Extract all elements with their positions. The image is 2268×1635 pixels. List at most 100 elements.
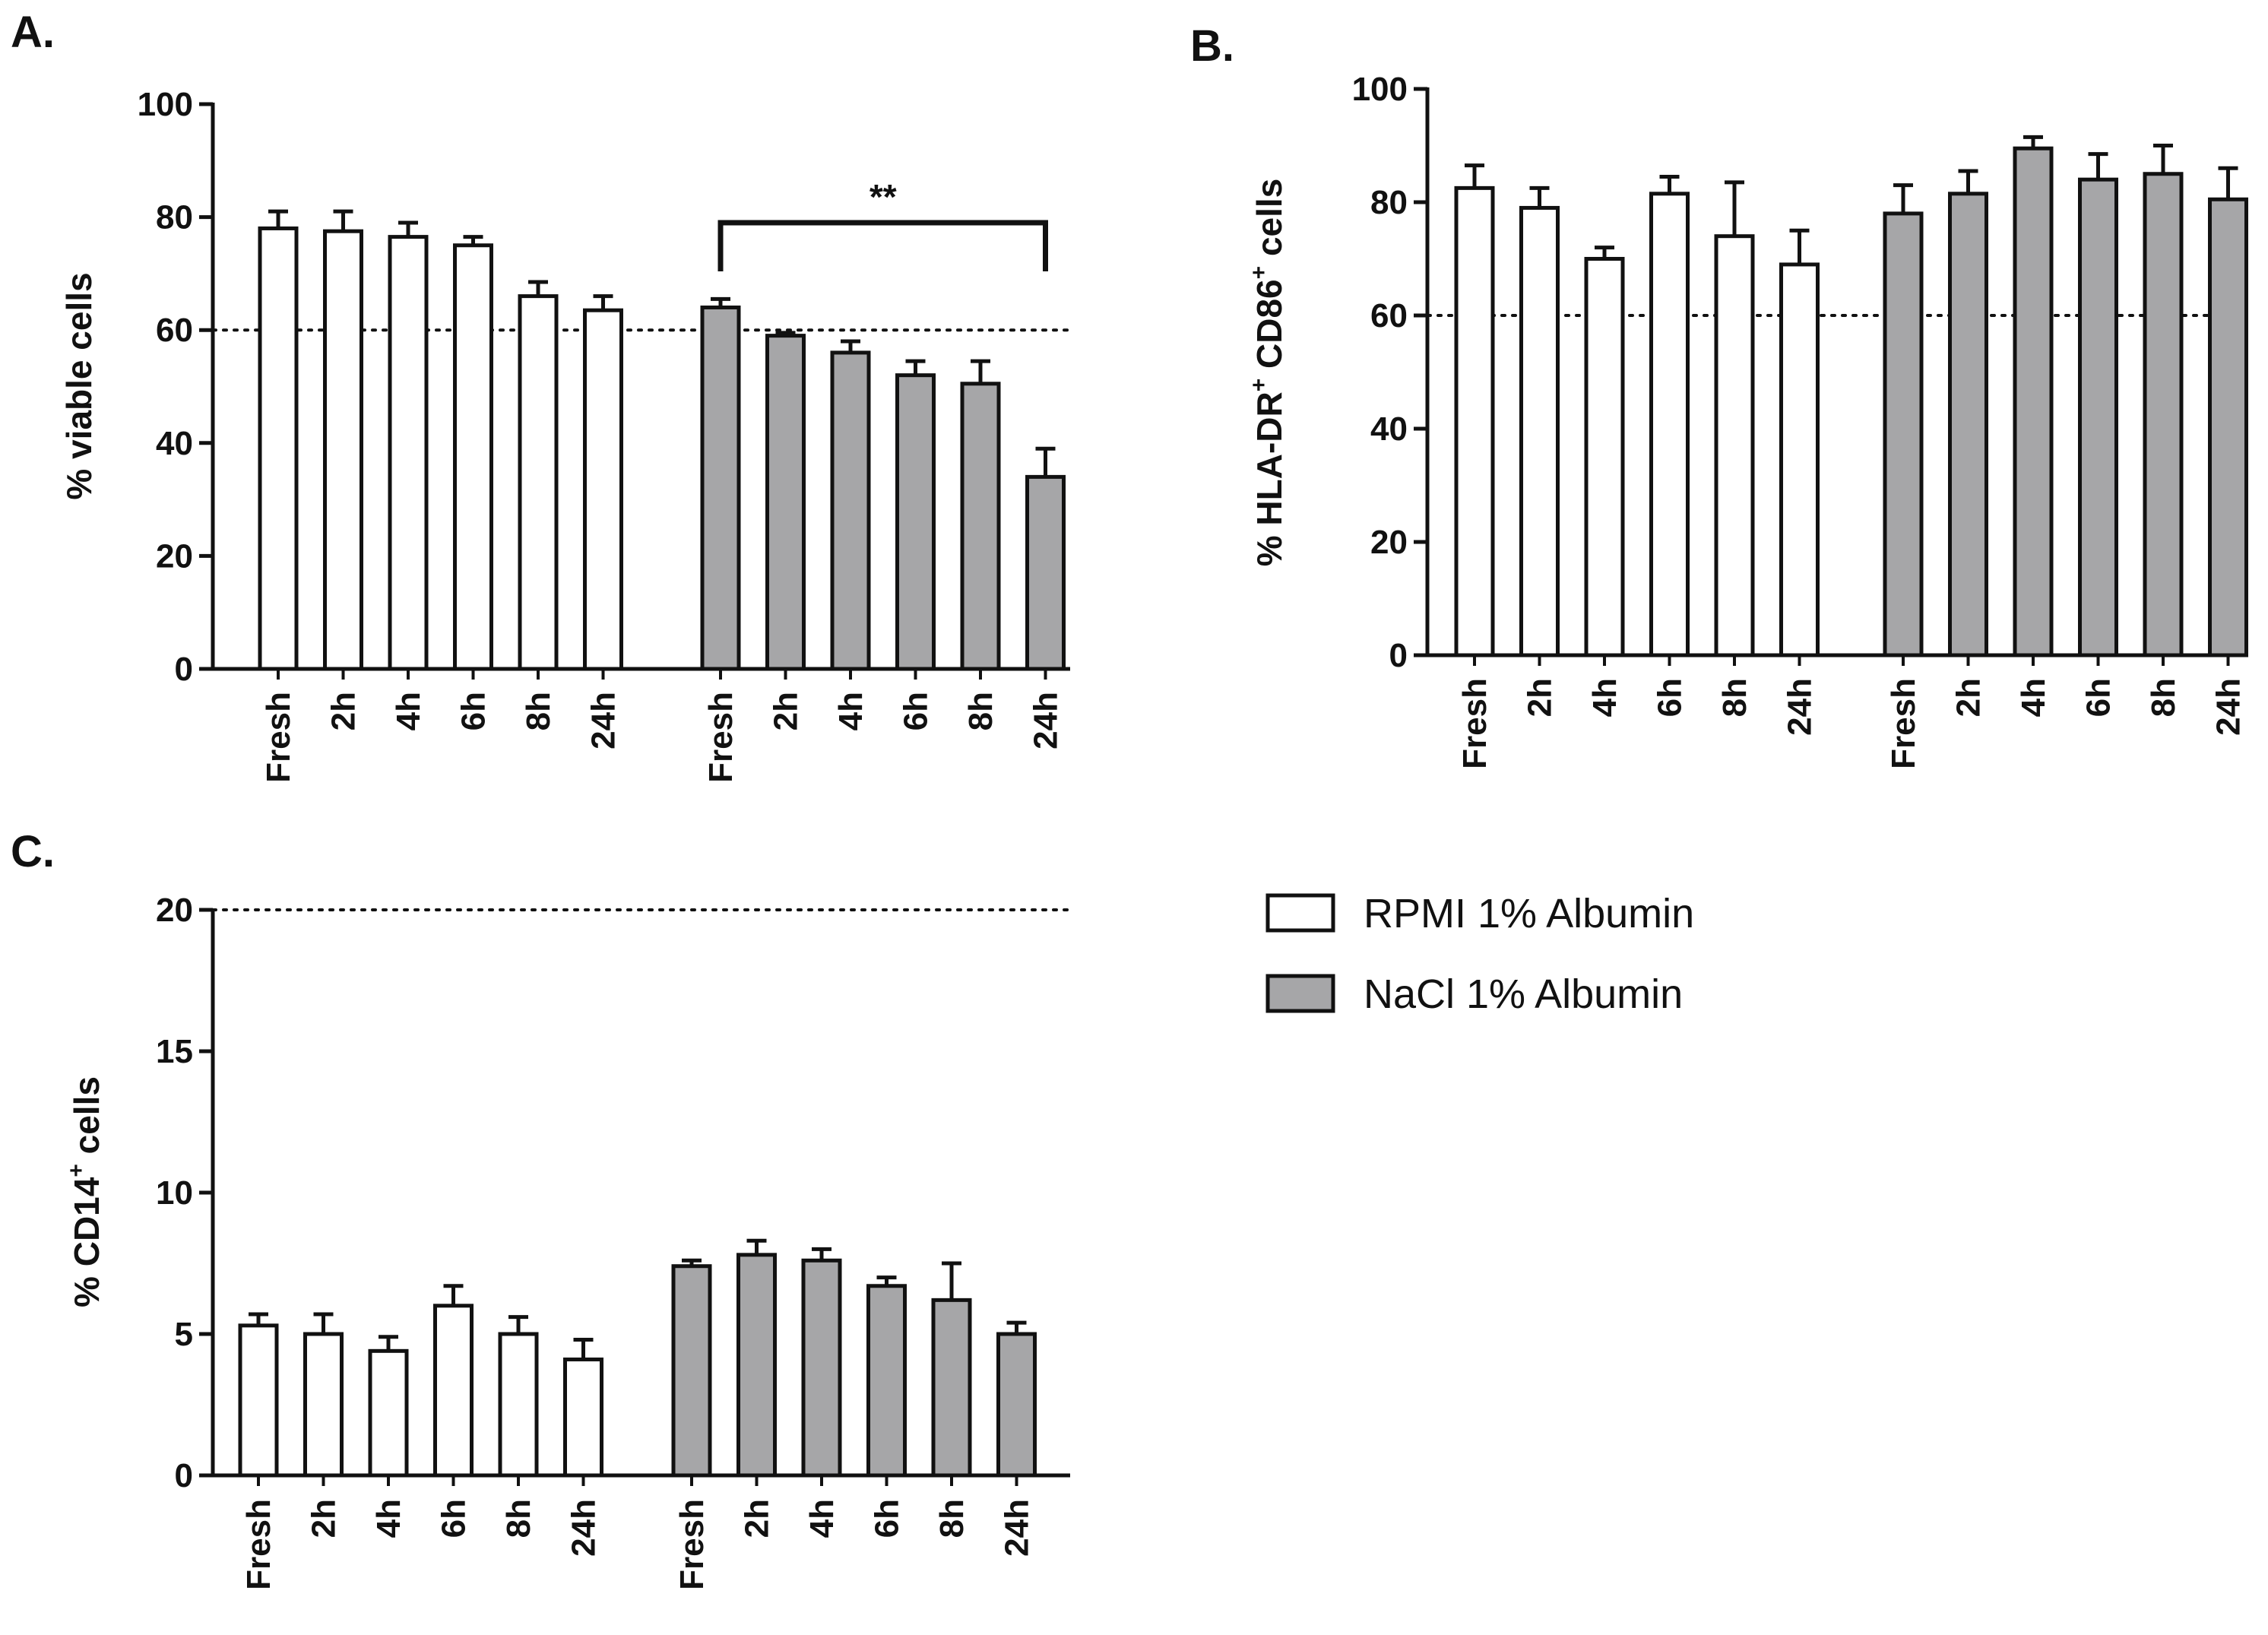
- superscript: +: [64, 1164, 89, 1177]
- y-tick-label: 80: [156, 199, 193, 236]
- y-axis-title: % CD14+ cells: [64, 1076, 106, 1307]
- legend-label-rpmi: RPMI 1% Albumin: [1364, 891, 1694, 936]
- superscript: +: [1246, 379, 1272, 392]
- bar: [1883, 211, 1924, 657]
- panel-label: C.: [11, 827, 55, 876]
- panel-label: A.: [11, 8, 55, 57]
- bar: [323, 229, 363, 671]
- x-tick-label: Fresh: [1885, 678, 1922, 769]
- x-tick-label: 2h: [306, 1499, 343, 1538]
- y-tick-label: 0: [175, 651, 193, 688]
- bar: [388, 235, 429, 671]
- significance-label: **: [870, 177, 897, 217]
- bar: [368, 1348, 409, 1478]
- axis-title-part: cells: [1250, 179, 1289, 266]
- bar: [830, 350, 871, 671]
- x-tick-label: 24h: [2210, 678, 2247, 736]
- x-tick-label: 8h: [933, 1499, 971, 1538]
- bar: [563, 1357, 603, 1478]
- bar: [2208, 197, 2248, 657]
- panel-a: A. % viable cells Fresh 2h 4h 6h 8h 24h Fresh 2h 4…: [11, 8, 1072, 783]
- bar: [1779, 262, 1820, 657]
- x-tick-label: 24h: [565, 1499, 603, 1557]
- y-tick-label: 40: [1370, 410, 1408, 448]
- x-tick-label: Fresh: [702, 692, 740, 783]
- y-axis-title: % viable cells: [59, 272, 99, 499]
- bar: [303, 1332, 344, 1478]
- y-tick-label: 60: [1370, 297, 1408, 334]
- x-tick-label: 4h: [2015, 678, 2052, 717]
- axis-title-part: CD86: [1250, 279, 1289, 378]
- x-tick-label: 24h: [1028, 692, 1065, 749]
- bar: [1519, 205, 1560, 657]
- legend-swatch-rpmi: [1265, 893, 1335, 933]
- x-tick-label: 6h: [898, 692, 935, 730]
- y-tick-label: 80: [1370, 184, 1408, 221]
- bar: [866, 1284, 907, 1478]
- x-tick-label: 24h: [585, 692, 622, 749]
- x-tick-label: 8h: [2145, 678, 2182, 717]
- panel-c: C. % CD14+ cells Fresh 2h 4h 6h 8h 24h Fresh 2h 4h…: [11, 827, 1072, 1590]
- bar: [931, 1298, 972, 1478]
- y-tick-label: 60: [156, 312, 193, 349]
- x-tick-label: Fresh: [1456, 678, 1494, 769]
- x-tick-label: 4h: [832, 692, 870, 730]
- bar: [1584, 257, 1625, 657]
- x-tick-label: 6h: [1652, 678, 1689, 717]
- bar: [736, 1253, 777, 1478]
- superscript: +: [1246, 266, 1272, 280]
- bar: [1025, 474, 1066, 671]
- x-tick-label: 24h: [1782, 678, 1819, 736]
- bar: [1649, 192, 1690, 657]
- bar: [238, 1323, 279, 1478]
- x-tick-label: 8h: [500, 1499, 537, 1538]
- x-tick-label: 2h: [739, 1499, 776, 1538]
- x-tick-label: 6h: [436, 1499, 473, 1538]
- bar: [2143, 172, 2184, 657]
- y-tick-label: 20: [1370, 524, 1408, 561]
- significance-bracket: [717, 220, 1048, 272]
- legend: RPMI 1% Albumin NaCl 1% Albumin: [1265, 891, 1694, 1017]
- x-tick-label: 6h: [455, 692, 493, 730]
- bar: [801, 1258, 842, 1478]
- bar: [1454, 185, 1495, 657]
- bar: [2013, 146, 2054, 657]
- x-tick-label: 6h: [2080, 678, 2118, 717]
- bar: [518, 294, 559, 671]
- x-tick-label: 6h: [869, 1499, 906, 1538]
- x-tick-label: 4h: [390, 692, 427, 730]
- y-tick-label: 5: [175, 1316, 193, 1353]
- bar: [671, 1264, 712, 1478]
- y-tick-label: 10: [156, 1174, 193, 1212]
- x-tick-label: 2h: [1950, 678, 1988, 717]
- y-tick-label: 15: [156, 1033, 193, 1070]
- bar: [498, 1332, 539, 1478]
- bar: [996, 1332, 1037, 1478]
- bar: [1948, 192, 1988, 657]
- bar: [1714, 234, 1755, 657]
- y-tick-label: 100: [138, 86, 193, 123]
- bar: [960, 382, 1001, 671]
- y-tick-label: 40: [156, 425, 193, 462]
- legend-label-nacl: NaCl 1% Albumin: [1364, 971, 1683, 1017]
- y-axis-title: % HLA-DR+ CD86+ cells: [1246, 179, 1289, 567]
- x-tick-label: Fresh: [240, 1499, 277, 1590]
- axis-title-part: % HLA-DR: [1250, 391, 1289, 566]
- x-tick-label: 4h: [803, 1499, 841, 1538]
- x-tick-label: 24h: [999, 1499, 1036, 1557]
- bar: [453, 243, 493, 671]
- y-tick-label: 20: [156, 892, 193, 929]
- x-tick-label: Fresh: [673, 1499, 711, 1590]
- panel-label: B.: [1190, 21, 1234, 71]
- bar: [895, 373, 936, 671]
- y-tick-label: 20: [156, 537, 193, 575]
- x-tick-label: 4h: [1586, 678, 1623, 717]
- axis-title-part: % CD14: [67, 1177, 106, 1307]
- bar: [258, 226, 299, 671]
- legend-swatch-nacl: [1265, 974, 1335, 1013]
- y-tick-label: 0: [1389, 637, 1408, 674]
- x-tick-label: 4h: [370, 1499, 407, 1538]
- x-tick-label: Fresh: [260, 692, 297, 783]
- bar: [765, 334, 806, 671]
